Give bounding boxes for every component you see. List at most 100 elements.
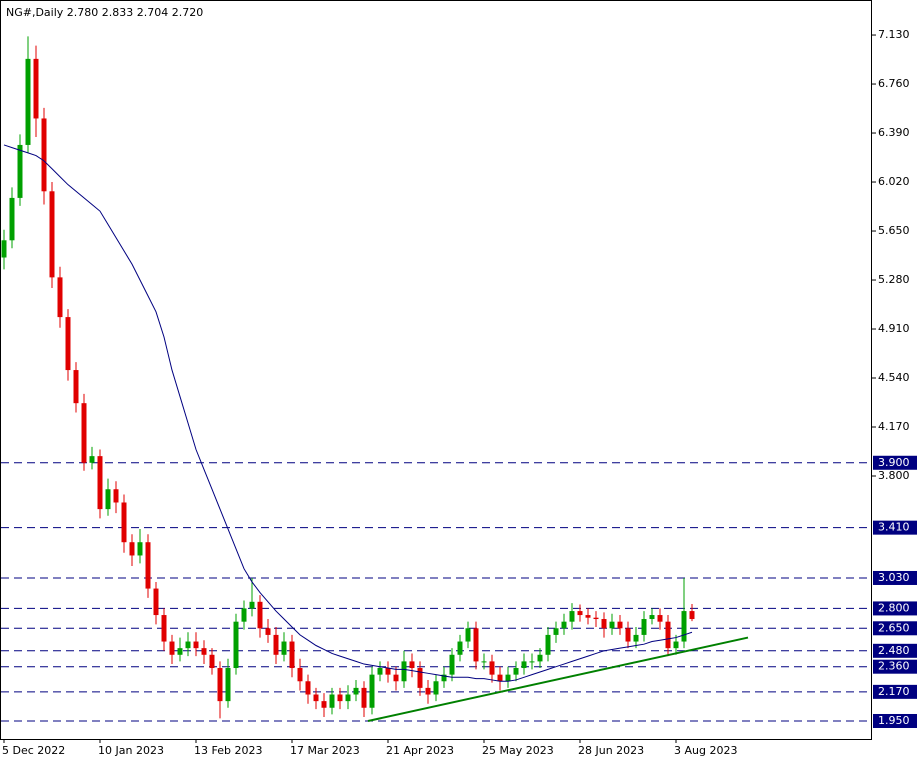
candle-body xyxy=(241,608,247,622)
candle-body xyxy=(161,615,167,642)
x-tick-label: 28 Jun 2023 xyxy=(578,744,644,757)
candle-body xyxy=(1,240,7,258)
candle-body xyxy=(401,661,407,682)
candle-body xyxy=(329,694,335,708)
candle-body xyxy=(353,687,359,695)
candle-body xyxy=(577,611,583,616)
candle-body xyxy=(193,641,199,649)
y-tick-label: 6.760 xyxy=(878,77,910,90)
y-tick-label: 6.390 xyxy=(878,126,910,139)
candle-body xyxy=(361,687,367,708)
candle-body xyxy=(441,674,447,682)
candle-body xyxy=(449,654,455,675)
candle-body xyxy=(89,456,95,463)
candle-body xyxy=(9,197,15,241)
candle-body xyxy=(25,58,31,145)
candle-body xyxy=(561,621,567,629)
x-tick-label: 17 Mar 2023 xyxy=(290,744,360,757)
candle-body xyxy=(17,144,23,198)
candle-body xyxy=(689,611,695,620)
level-label: 1.950 xyxy=(878,714,910,727)
level-label-box xyxy=(873,713,917,728)
candle-body xyxy=(473,628,479,662)
candle-body xyxy=(137,542,143,556)
candle-body xyxy=(377,668,383,675)
candle-body xyxy=(225,668,231,702)
x-tick-label: 5 Dec 2022 xyxy=(2,744,65,757)
candle-body xyxy=(505,674,511,682)
level-label: 3.030 xyxy=(878,571,910,584)
level-label: 2.170 xyxy=(878,685,910,698)
candle-body xyxy=(321,701,327,708)
candle-body xyxy=(57,277,63,318)
candle-body xyxy=(41,118,47,192)
x-tick-label: 13 Feb 2023 xyxy=(194,744,262,757)
level-label-box xyxy=(873,621,917,636)
candle-body xyxy=(545,634,551,655)
level-label: 2.650 xyxy=(878,621,910,634)
candle-body xyxy=(265,628,271,635)
candle-body xyxy=(129,542,135,556)
candle-body xyxy=(169,641,175,655)
y-tick-label: 4.910 xyxy=(878,322,910,335)
y-tick-label: 4.540 xyxy=(878,371,910,384)
candle-body xyxy=(97,456,103,510)
candle-body xyxy=(425,687,431,695)
candle-body xyxy=(521,661,527,669)
candle-body xyxy=(393,674,399,682)
y-tick-label: 3.800 xyxy=(878,469,910,482)
x-tick-label: 21 Apr 2023 xyxy=(386,744,454,757)
candle-body xyxy=(345,694,351,702)
candle-body xyxy=(337,694,343,702)
y-tick-label: 5.280 xyxy=(878,273,910,286)
candle-body xyxy=(313,694,319,702)
candle-body xyxy=(465,628,471,642)
candle-body xyxy=(457,641,463,655)
candle-body xyxy=(249,601,255,609)
candle-body xyxy=(153,588,159,616)
candle-body xyxy=(681,611,687,642)
candle-body xyxy=(633,634,639,642)
level-label-box xyxy=(873,570,917,585)
candle-body xyxy=(209,654,215,669)
level-label: 3.900 xyxy=(878,456,910,469)
candle-body xyxy=(553,628,559,635)
level-label-box xyxy=(873,659,917,674)
candle-body xyxy=(529,661,535,663)
level-label-box xyxy=(873,455,917,470)
candle-body xyxy=(121,502,127,543)
x-tick-label: 25 May 2023 xyxy=(482,744,554,757)
candle-body xyxy=(217,668,223,702)
candle-body xyxy=(665,621,671,649)
candle-body xyxy=(297,668,303,682)
x-tick-label: 10 Jan 2023 xyxy=(98,744,164,757)
candle-body xyxy=(257,601,263,629)
candle-body xyxy=(177,648,183,655)
candle-body xyxy=(657,615,663,622)
candle-body xyxy=(233,621,239,669)
candle-body xyxy=(593,617,599,620)
level-label: 2.360 xyxy=(878,660,910,673)
candle-body xyxy=(673,641,679,649)
candle-body xyxy=(113,489,119,503)
candle-body xyxy=(289,641,295,669)
level-label: 2.800 xyxy=(878,601,910,614)
candle-body xyxy=(649,615,655,620)
level-label-box xyxy=(873,520,917,535)
x-tick-label: 3 Aug 2023 xyxy=(674,744,737,757)
level-label: 2.480 xyxy=(878,644,910,657)
candle-body xyxy=(609,621,615,629)
candle-body xyxy=(65,317,71,371)
candle-body xyxy=(489,661,495,675)
candle-body xyxy=(617,621,623,629)
candle-body xyxy=(585,615,591,618)
chart-title: NG#,Daily 2.780 2.833 2.704 2.720 xyxy=(6,6,203,19)
candle-body xyxy=(145,542,151,589)
candle-body xyxy=(33,58,39,119)
candle-body xyxy=(417,668,423,688)
candle-body xyxy=(201,648,207,655)
candle-body xyxy=(481,661,487,663)
candle-body xyxy=(537,654,543,662)
candle-body xyxy=(625,628,631,642)
